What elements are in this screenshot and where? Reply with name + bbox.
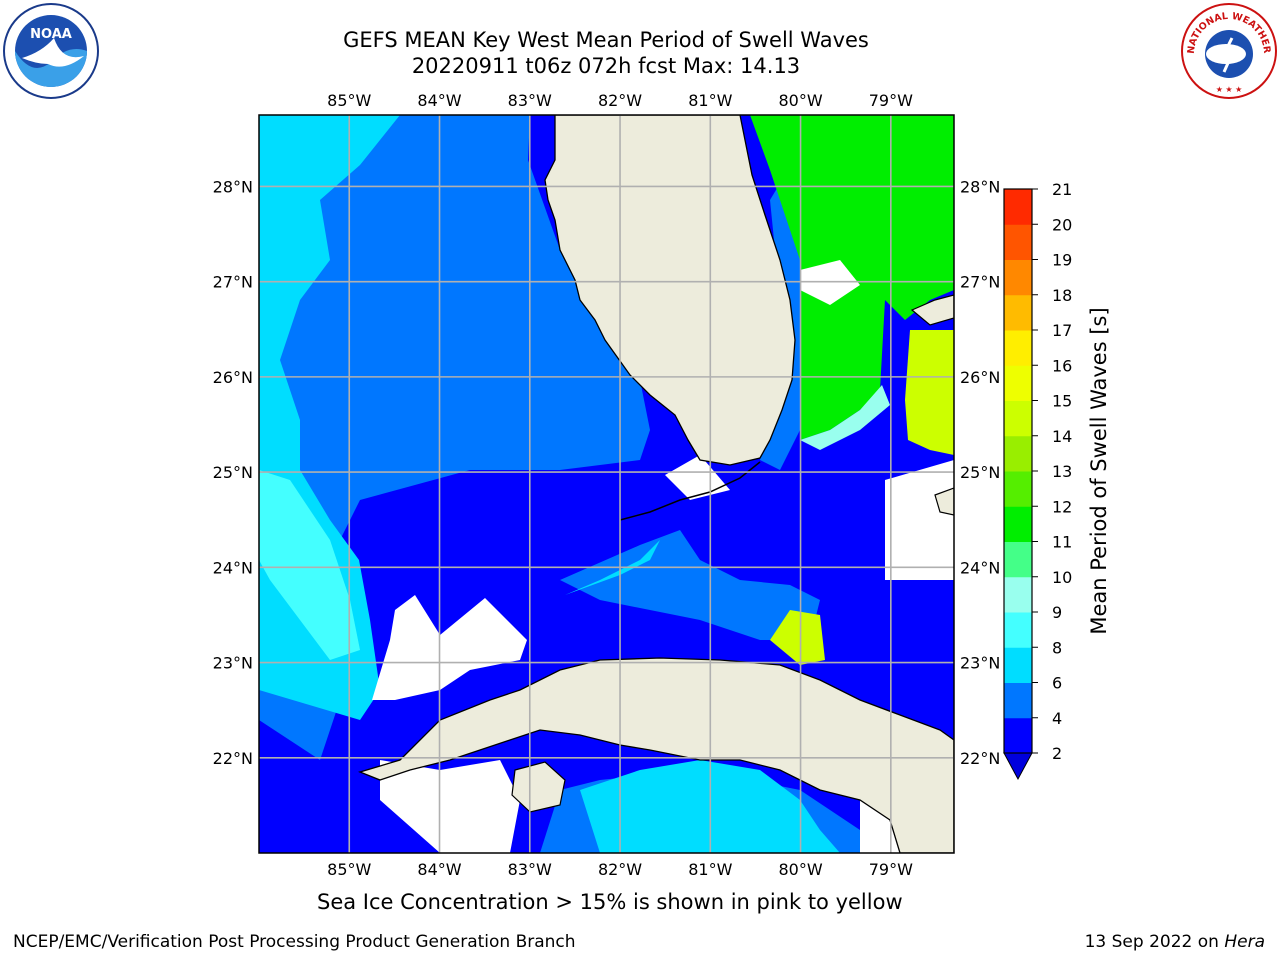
lat-label-right: 28°N [960, 177, 1000, 196]
colorbar-segment [1004, 259, 1032, 296]
lon-label-bottom: 80°W [778, 860, 822, 879]
lat-label-left: 23°N [213, 654, 253, 673]
colorbar-tick-label: 17 [1052, 321, 1072, 340]
lon-label-bottom: 82°W [598, 860, 642, 879]
colorbar-tick-label: 19 [1052, 251, 1072, 270]
lat-label-left: 22°N [213, 749, 253, 768]
lat-label-right: 25°N [960, 463, 1000, 482]
lat-label-left: 24°N [213, 558, 253, 577]
footer-date-text: 13 Sep 2022 on [1084, 932, 1225, 952]
lat-label-left: 27°N [213, 273, 253, 292]
land-isla-juventud [511, 761, 566, 813]
footer-host: Hera [1224, 932, 1265, 952]
colorbar-tick-label: 13 [1052, 462, 1072, 481]
data-gap [665, 455, 730, 500]
colorbar-tick-label: 18 [1052, 286, 1072, 305]
colorbar-label: Mean Period of Swell Waves [s] [1087, 307, 1111, 634]
colorbar-segment [1004, 189, 1032, 225]
colorbar-segment [1004, 365, 1032, 401]
colorbar-segment [1004, 717, 1032, 754]
footer-date: 13 Sep 2022 on Hera [1085, 932, 1265, 952]
map-gridlines [259, 115, 954, 853]
land-cuba [358, 657, 954, 853]
noaa-logo-text: NOAA [30, 27, 72, 42]
lon-label-top: 83°W [508, 91, 552, 110]
colorbar-tick-label: 15 [1052, 392, 1072, 411]
colorbar-segment [1004, 576, 1032, 613]
lat-label-right: 22°N [960, 749, 1000, 768]
lat-label-right: 24°N [960, 558, 1000, 577]
footer-organization: NCEP/EMC/Verification Post Processing Pr… [13, 932, 576, 952]
lon-label-bottom: 84°W [417, 860, 461, 879]
lon-label-top: 80°W [778, 91, 822, 110]
colorbar-tick-label: 21 [1052, 180, 1072, 199]
lon-label-top: 82°W [598, 91, 642, 110]
lon-label-top: 84°W [417, 91, 461, 110]
lon-label-bottom: 79°W [869, 860, 913, 879]
colorbar: 21 20 19 18 17 16 15 14 13 12 11 10 9 8 6 4 2 [1003, 180, 1072, 781]
colorbar-segment [1004, 224, 1032, 260]
colorbar-tick-label: 16 [1052, 356, 1072, 375]
colorbar-tick-label: 6 [1052, 674, 1062, 693]
colorbar-segment [1004, 330, 1032, 366]
field-8-9s [259, 470, 360, 660]
map-plot-area [259, 115, 954, 853]
colorbar-segment [1004, 471, 1032, 507]
lon-label-top: 81°W [688, 91, 732, 110]
field-12-14s [905, 330, 954, 455]
lat-label-right: 26°N [960, 368, 1000, 387]
colorbar-segment [1004, 400, 1032, 437]
land-bahamas [934, 487, 954, 516]
land-bahamas [910, 294, 954, 326]
nws-logo-icon: NATIONAL WEATHER SERVICE ★ ★ ★ [1180, 2, 1277, 99]
data-gap [372, 595, 527, 700]
colorbar-segment [1004, 612, 1032, 648]
colorbar-segment [1004, 682, 1032, 719]
field-4-6s [560, 530, 820, 640]
lon-label-top: 85°W [327, 91, 371, 110]
colorbar-tick-label: 12 [1052, 497, 1072, 516]
field-12-14s [770, 610, 825, 665]
data-gap [885, 460, 954, 580]
colorbar-tick-label: 9 [1052, 603, 1062, 622]
florida-keys [619, 461, 761, 521]
colorbar-tick-label: 11 [1052, 533, 1072, 552]
lat-label-right: 27°N [960, 273, 1000, 292]
field-4-6s [259, 115, 650, 760]
lat-label-left: 28°N [213, 177, 253, 196]
lat-label-right: 23°N [960, 654, 1000, 673]
noaa-logo-icon: NOAA [3, 3, 99, 99]
data-gap [380, 760, 520, 853]
chart-title: GEFS MEAN Key West Mean Period of Swell … [343, 28, 869, 52]
lon-label-top: 79°W [869, 91, 913, 110]
data-gap [800, 260, 860, 305]
colorbar-extend-arrow [1003, 752, 1033, 781]
colorbar-segment [1004, 294, 1032, 331]
lon-label-bottom: 85°W [327, 860, 371, 879]
colorbar-tick-label: 14 [1052, 427, 1072, 446]
colorbar-tick-label: 8 [1052, 638, 1062, 657]
colorbar-tick-label: 10 [1052, 568, 1072, 587]
colorbar-segment [1004, 541, 1032, 578]
lat-label-left: 26°N [213, 368, 253, 387]
colorbar-tick-label: 20 [1052, 215, 1072, 234]
colorbar-tick-label: 4 [1052, 709, 1062, 728]
colorbar-segment [1004, 435, 1032, 472]
sea-ice-caption: Sea Ice Concentration > 15% is shown in … [317, 890, 903, 914]
colorbar-segment [1004, 647, 1032, 683]
map-frame [258, 114, 955, 854]
colorbar-segment [1004, 506, 1032, 542]
lon-label-bottom: 83°W [508, 860, 552, 879]
lon-label-bottom: 81°W [688, 860, 732, 879]
chart-subtitle: 20220911 t06z 072h fcst Max: 14.13 [411, 54, 801, 78]
field-9-10s-edge [800, 385, 890, 450]
colorbar-tick-label: 2 [1052, 744, 1062, 763]
svg-text:★ ★ ★: ★ ★ ★ [1216, 85, 1243, 94]
lat-label-left: 25°N [213, 463, 253, 482]
